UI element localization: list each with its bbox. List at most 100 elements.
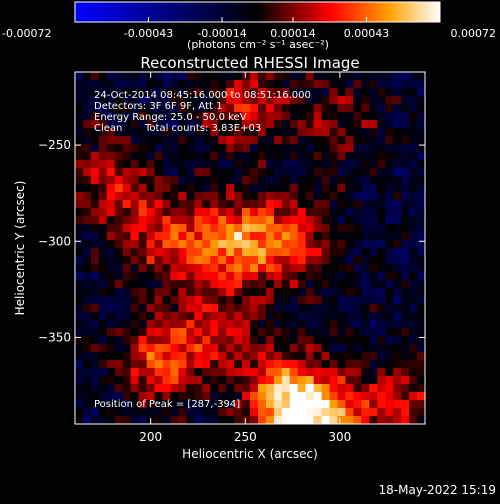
heatmap-cell [242,288,251,297]
heatmap-cell [273,152,283,161]
heatmap-cell [329,136,339,145]
heatmap-cell [345,120,354,129]
heatmap-cell [377,120,386,129]
heatmap-cell [210,192,219,201]
heatmap-cell [297,400,307,409]
heatmap-cell [90,128,100,137]
heatmap-cell [210,136,219,145]
heatmap-cell [122,344,132,353]
heatmap-cell [385,232,394,241]
heatmap-cell [90,240,100,249]
heatmap-cell [257,96,267,105]
heatmap-cell [210,256,219,265]
heatmap-cell [250,152,259,161]
heatmap-cell [313,160,323,169]
heatmap-cell [98,384,108,393]
heatmap-cell [178,328,187,337]
heatmap-cell [114,360,124,369]
heatmap-cell [98,264,108,273]
annotation-time-range: 24-Oct-2014 08:45:16.000 to 08:51:16.000 [94,90,311,101]
heatmap-cell [361,296,370,305]
heatmap-cell [281,160,291,169]
heatmap-cell [186,408,195,417]
heatmap-cell [106,360,116,369]
heatmap-cell [273,280,283,289]
heatmap-cell [186,160,195,169]
heatmap-cell [106,72,116,81]
heatmap-cell [242,240,251,249]
heatmap-cell [75,144,84,153]
heatmap-cell [305,184,315,193]
heatmap-cell [305,264,315,273]
heatmap-cell [90,120,100,129]
heatmap-cell [297,344,307,353]
heatmap-cell [385,104,394,113]
heatmap-cell [345,296,354,305]
heatmap-cell [75,328,84,337]
heatmap-cell [242,144,251,153]
heatmap-cell [369,208,378,217]
heatmap-cell [130,344,140,353]
heatmap-cell [210,152,219,161]
heatmap-cell [417,392,425,401]
heatmap-cell [218,296,227,305]
heatmap-cell [106,216,116,225]
heatmap-cell [265,336,275,345]
heatmap-cell [409,408,418,417]
heatmap-cell [194,184,203,193]
heatmap-cell [194,232,203,241]
heatmap-cell [234,336,243,345]
heatmap-cell [122,104,132,113]
heatmap-cell [194,352,203,361]
heatmap-cell [75,312,84,321]
heatmap-cell [210,416,219,424]
heatmap-cell [242,368,251,377]
heatmap-cell [345,288,354,297]
heatmap-cell [345,416,354,424]
heatmap-cell [393,216,402,225]
heatmap-cell [226,264,235,273]
heatmap-cell [186,168,195,177]
heatmap-cell [154,112,164,121]
heatmap-cell [234,408,243,417]
heatmap-cell [281,264,291,273]
heatmap-cell [170,104,179,113]
heatmap-cell [369,120,378,129]
heatmap-cell [401,288,410,297]
heatmap-cell [409,376,418,385]
heatmap-cell [170,96,179,105]
heatmap-cell [98,288,108,297]
heatmap-cell [409,232,418,241]
heatmap-cell [345,376,354,385]
heatmap-cell [401,72,410,81]
heatmap-cell [313,328,323,337]
heatmap-cell [170,120,179,129]
heatmap-cell [170,312,179,321]
heatmap-cell [122,112,132,121]
heatmap-cell [138,152,148,161]
heatmap-cell [202,256,211,265]
heatmap-cell [122,208,132,217]
heatmap-cell [75,168,84,177]
heatmap-cell [210,400,219,409]
heatmap-cell [289,368,299,377]
heatmap-cell [297,312,307,321]
heatmap-cell [321,368,331,377]
heatmap-cell [106,200,116,209]
heatmap-cell [321,344,331,353]
heatmap-cell [202,120,211,129]
heatmap-cell [162,360,172,369]
heatmap-cell [234,200,243,209]
heatmap-cell [75,400,84,409]
heatmap-cell [417,224,425,233]
heatmap-cell [154,136,164,145]
heatmap-cell [257,408,267,417]
heatmap-cell [393,400,402,409]
heatmap-cell [146,344,156,353]
heatmap-cell [401,112,410,121]
heatmap-cell [122,416,132,424]
heatmap-cell [385,328,394,337]
heatmap-cell [313,104,323,113]
heatmap-cell [170,288,179,297]
heatmap-cell [114,376,124,385]
